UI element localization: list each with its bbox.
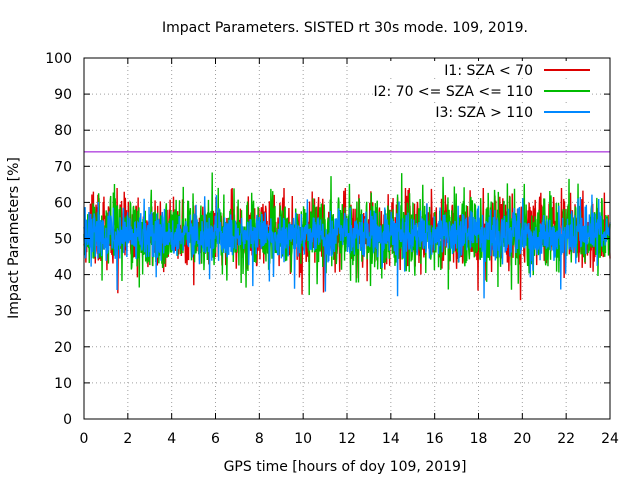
x-tick-label: 24	[601, 431, 619, 447]
x-tick-label: 6	[211, 431, 220, 447]
y-tick-label: 50	[54, 232, 72, 248]
y-tick-label: 40	[54, 268, 72, 284]
y-tick-label: 100	[45, 51, 72, 67]
y-axis-label: Impact Parameters [%]	[6, 157, 22, 319]
chart-title: Impact Parameters. SISTED rt 30s mode. 1…	[162, 20, 528, 36]
series-line-3	[83, 194, 611, 299]
y-tick-label: 0	[63, 412, 72, 428]
legend-label-3: I3: SZA > 110	[435, 105, 533, 121]
x-tick-label: 22	[557, 431, 575, 447]
x-tick-label: 2	[123, 431, 132, 447]
x-tick-label: 10	[294, 431, 312, 447]
series-layer	[83, 172, 611, 301]
legend-label-1: I1: SZA < 70	[444, 63, 533, 79]
y-tick-label: 30	[54, 304, 72, 320]
legend-backdrop	[382, 103, 592, 120]
y-tick-label: 90	[54, 87, 72, 103]
x-tick-label: 20	[513, 431, 531, 447]
x-tick-label: 12	[338, 431, 356, 447]
y-tick-label: 80	[54, 123, 72, 139]
ticks-layer: 0 2 4 6 8 10 12 14 16 18 20 22 240102030405060708090…	[45, 51, 619, 447]
x-axis-label: GPS time [hours of doy 109, 2019]	[224, 459, 467, 475]
legend-backdrop	[382, 82, 592, 99]
y-tick-label: 60	[54, 195, 72, 211]
x-tick-label: 0	[80, 431, 89, 447]
legend-backdrop	[382, 61, 592, 78]
x-tick-label: 4	[167, 431, 176, 447]
x-tick-label: 18	[470, 431, 488, 447]
y-tick-label: 70	[54, 159, 72, 175]
legend-label-2: I2: 70 <= SZA <= 110	[373, 84, 533, 100]
x-tick-label: 8	[255, 431, 264, 447]
x-tick-label: 16	[426, 431, 444, 447]
y-tick-label: 10	[54, 376, 72, 392]
y-tick-label: 20	[54, 340, 72, 356]
x-tick-label: 14	[382, 431, 400, 447]
legend: I1: SZA < 70 I2: 70 <= SZA <= 110 I3: SZA …	[373, 61, 592, 121]
